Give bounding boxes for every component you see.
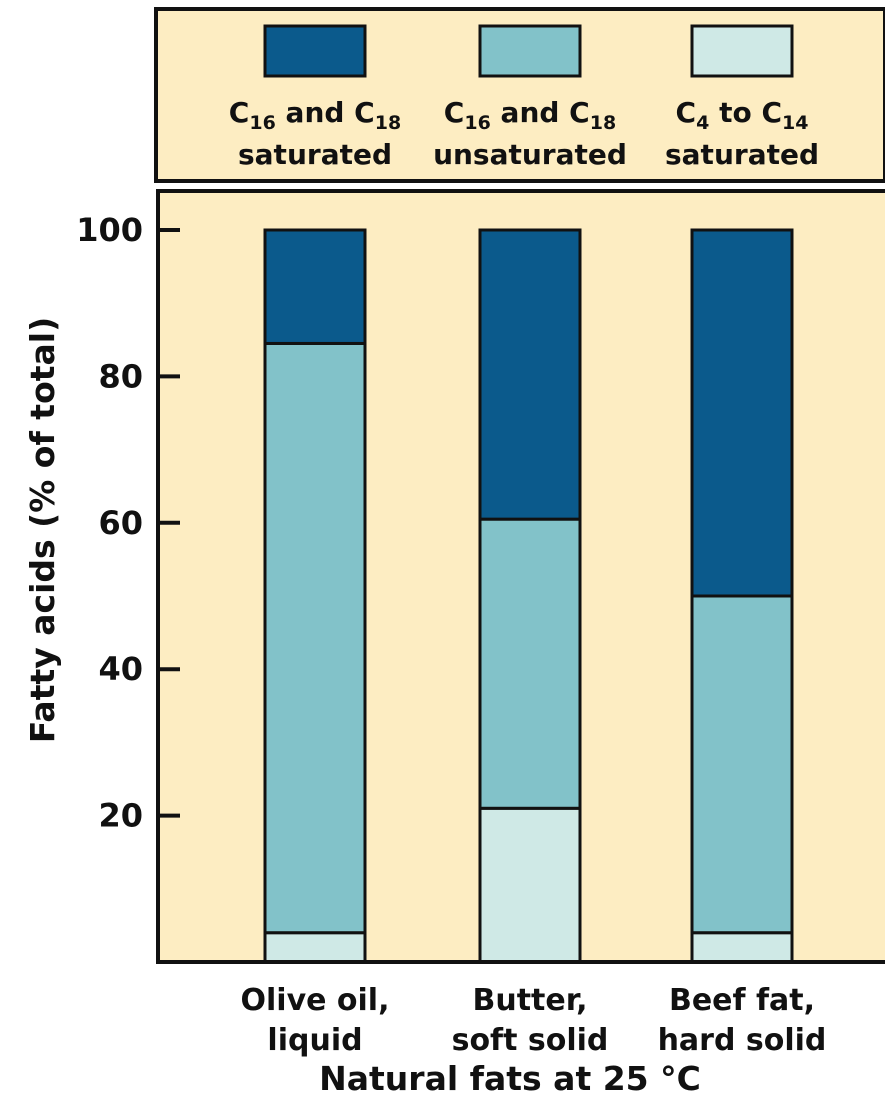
legend-label-s2-line-2: unsaturated bbox=[433, 138, 627, 171]
bar-segment-s3-2 bbox=[478, 228, 582, 521]
x-axis-title: Natural fats at 25 °C bbox=[319, 1059, 701, 1098]
x-category-label-2-line-2: soft solid bbox=[452, 1023, 609, 1058]
legend-label-s2-line-1: C16 and C18 bbox=[444, 96, 616, 134]
bar-segment-s2-2 bbox=[478, 517, 582, 810]
y-tick-label-40: 40 bbox=[98, 650, 143, 688]
bar-segment-s2-1 bbox=[263, 341, 367, 935]
x-category-label-1-line-1: Olive oil, bbox=[241, 983, 390, 1018]
legend-swatch-s3 bbox=[263, 24, 367, 78]
y-ticks: 20 40 60 80 100 bbox=[76, 211, 180, 835]
legend-label-s3-line-1: C16 and C18 bbox=[229, 96, 401, 134]
x-category-label-2-line-1: Butter, bbox=[472, 983, 587, 1018]
bar-segment-s3-1 bbox=[263, 228, 367, 345]
bar-segment-s1-1 bbox=[263, 931, 367, 964]
legend: C16 and C18 saturated C16 and C18 unsaturat… bbox=[229, 24, 819, 171]
legend-label-s1-line-1: C4 to C14 bbox=[676, 96, 809, 134]
x-category-label-3-line-2: hard solid bbox=[658, 1023, 827, 1058]
x-category-label-3-line-1: Beef fat, bbox=[669, 983, 815, 1018]
y-tick-label-60: 60 bbox=[98, 504, 143, 542]
x-category-labels: Olive oil, liquid Butter, soft solid Beef fa… bbox=[241, 983, 827, 1058]
y-tick-label-100: 100 bbox=[76, 211, 143, 249]
x-category-label-1-line-2: liquid bbox=[267, 1023, 362, 1058]
bar-segment-s3-3 bbox=[690, 228, 794, 598]
bars bbox=[263, 228, 794, 964]
bar-segment-s1-3 bbox=[690, 931, 794, 964]
legend-swatch-s1 bbox=[690, 24, 794, 78]
legend-label-s3-line-2: saturated bbox=[238, 138, 392, 171]
legend-swatch-s2 bbox=[478, 24, 582, 78]
y-tick-label-20: 20 bbox=[98, 797, 143, 835]
legend-label-s1-line-2: saturated bbox=[665, 138, 819, 171]
bar-segment-s1-2 bbox=[478, 806, 582, 964]
y-tick-label-80: 80 bbox=[98, 357, 143, 395]
bar-segment-s2-3 bbox=[690, 594, 794, 935]
y-axis-title: Fatty acids (% of total) bbox=[23, 317, 62, 743]
